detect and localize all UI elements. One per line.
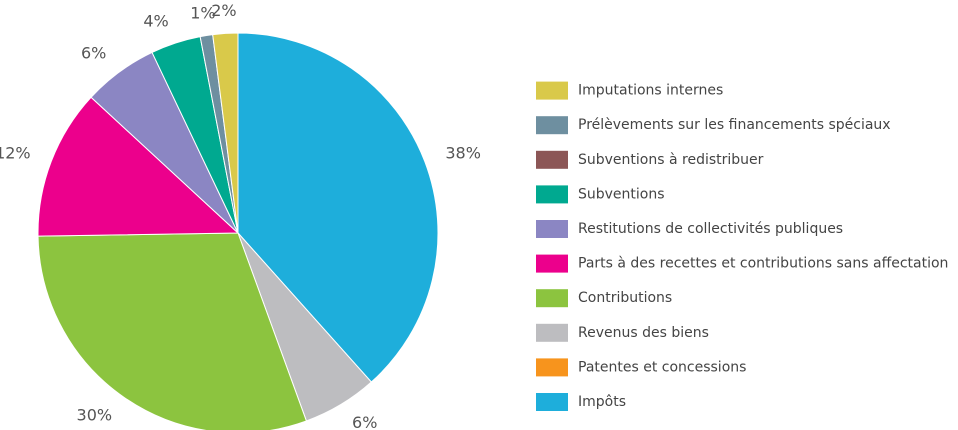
legend-swatch — [536, 254, 568, 273]
data-label: 1% — [190, 3, 215, 22]
pie-slice — [37, 232, 308, 430]
data-label: 30% — [77, 405, 113, 424]
legend-swatch — [536, 150, 568, 169]
legend-label: Imputations internes — [578, 83, 723, 99]
legend-swatch — [536, 323, 568, 342]
legend-label: Parts à des recettes et contributions sa… — [578, 256, 948, 272]
legend-swatch — [536, 81, 568, 100]
legend-label: Restitutions de collectivités publiques — [578, 221, 843, 237]
legend-swatch — [536, 358, 568, 377]
data-label: 2% — [211, 1, 236, 20]
pie-slice — [237, 32, 439, 383]
legend-label: Patentes et concessions — [578, 359, 746, 375]
data-label: 6% — [352, 413, 377, 430]
legend-label: Revenus des biens — [578, 325, 709, 341]
legend-label: Impôts — [578, 394, 626, 410]
data-label: 4% — [143, 12, 168, 31]
pie-slice — [37, 96, 240, 237]
data-label: 12% — [0, 143, 31, 162]
data-label: 38% — [445, 143, 481, 162]
pie-slice — [212, 32, 239, 234]
legend-label: Prélèvements sur les financements spécia… — [578, 117, 891, 133]
legend-swatch — [536, 393, 568, 411]
legend-swatch — [536, 289, 568, 308]
legend-swatch — [536, 116, 568, 135]
legend-swatch — [536, 220, 568, 238]
legend-swatch — [536, 185, 568, 204]
legend-label: Subventions à redistribuer — [578, 152, 764, 168]
legend-label: Subventions — [578, 186, 665, 202]
legend-label: Contributions — [578, 290, 672, 306]
data-label: 6% — [81, 44, 106, 63]
